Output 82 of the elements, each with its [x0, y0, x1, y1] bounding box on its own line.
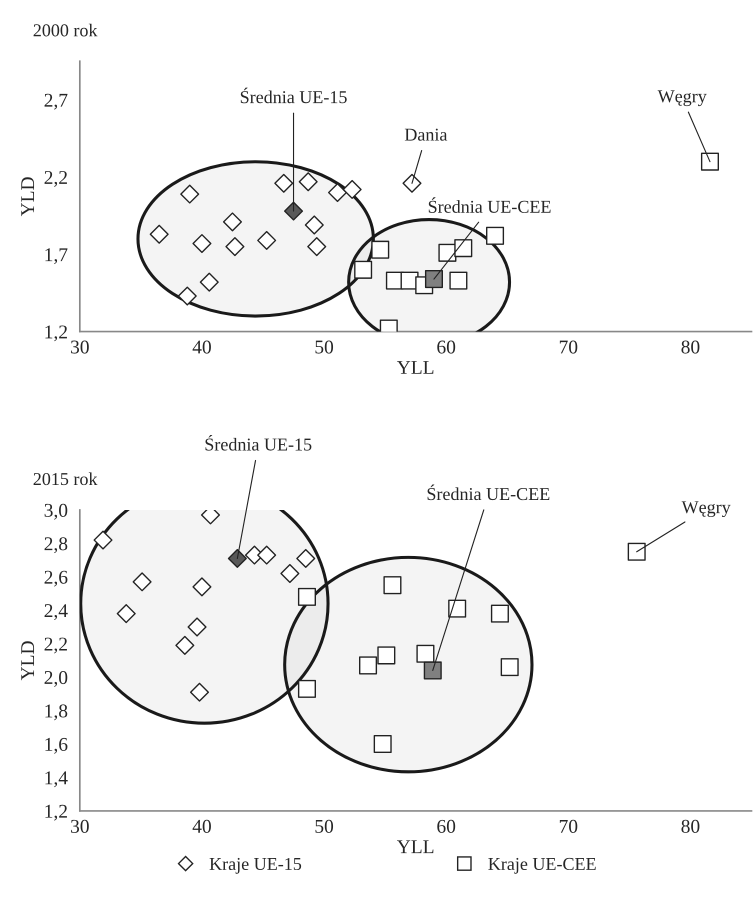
point	[225, 237, 244, 256]
point	[175, 636, 194, 655]
point	[342, 180, 362, 199]
point	[188, 617, 207, 637]
y-axis-title: YLD	[21, 641, 34, 680]
point	[192, 234, 212, 254]
annotation: Węgry	[658, 90, 707, 106]
x-tick-label: 60	[437, 340, 456, 354]
y-tick-label: 1,6	[45, 738, 68, 754]
point	[359, 656, 378, 674]
y-tick-label: 2,0	[44, 670, 68, 687]
point	[424, 661, 442, 680]
point	[448, 600, 466, 618]
chart-title: 2015 rok	[34, 472, 98, 486]
x-tick-label: 40	[192, 340, 211, 354]
point	[304, 215, 324, 235]
point	[257, 230, 276, 250]
annotation: Węgry	[682, 501, 731, 518]
y-tick-label: 1,8	[45, 704, 68, 720]
point	[374, 735, 392, 754]
point	[307, 237, 326, 256]
point	[178, 286, 197, 306]
annotation: Średnia UE-CEE	[428, 197, 551, 213]
x-tick-label: 80	[681, 820, 700, 833]
y-tick-label: 1,2	[45, 325, 67, 342]
annotation: Dania	[404, 128, 448, 141]
x-tick-label: 50	[315, 820, 334, 833]
point	[424, 270, 444, 288]
y-axis-title: YLD	[21, 177, 34, 216]
chart-title: 2000 rok	[34, 24, 98, 36]
x-axis-title: YLL	[396, 361, 434, 374]
point	[200, 272, 219, 292]
point	[116, 604, 136, 624]
y-tick-label: 1,4	[45, 771, 68, 788]
y-tick-label: 2,7	[44, 94, 68, 110]
y-tick-label: 1,2	[45, 804, 67, 821]
point	[500, 658, 519, 676]
point	[416, 644, 434, 663]
point	[371, 240, 390, 259]
point	[228, 548, 247, 568]
point	[328, 183, 348, 202]
point	[284, 202, 304, 221]
x-tick-label: 50	[315, 340, 334, 354]
x-tick-label: 30	[71, 340, 89, 354]
point	[150, 224, 169, 244]
point	[298, 588, 316, 606]
point	[280, 564, 300, 584]
y-tick-label: 3,0	[44, 504, 68, 520]
legend-label: Kraje UE-15	[210, 858, 302, 874]
annotation: Średnia UE-15	[205, 434, 312, 451]
y-tick-label: 2,2	[44, 638, 67, 654]
point	[298, 172, 318, 192]
x-tick-label: 60	[437, 820, 456, 833]
y-tick-label: 2,6	[44, 570, 68, 587]
x-axis-title: YLL	[396, 840, 434, 854]
point	[93, 530, 113, 550]
y-tick-label: 2,8	[44, 537, 68, 554]
y-tick-label: 1,7	[45, 248, 68, 264]
x-tick-label: 80	[681, 340, 700, 354]
point	[274, 174, 294, 193]
x-tick-label: 40	[192, 820, 211, 833]
x-tick-label: 30	[71, 820, 89, 833]
point	[180, 184, 200, 204]
y-tick-label: 2,4	[44, 604, 68, 620]
point	[298, 680, 316, 698]
point	[222, 212, 242, 232]
x-tick-label: 70	[560, 820, 578, 833]
x-tick-label: 70	[560, 340, 578, 354]
point	[354, 260, 372, 279]
y-tick-label: 2,2	[44, 170, 67, 187]
legend-label: Kraje UE-CEE	[488, 858, 596, 874]
point	[190, 682, 210, 702]
point	[257, 546, 276, 565]
point	[192, 577, 212, 596]
point	[377, 646, 396, 664]
point	[449, 272, 468, 290]
annotation: Średnia UE-CEE	[428, 484, 550, 500]
point	[490, 604, 509, 623]
point	[383, 576, 402, 594]
point	[132, 572, 152, 592]
point	[296, 548, 316, 568]
annotation: Średnia UE-15	[240, 88, 347, 104]
